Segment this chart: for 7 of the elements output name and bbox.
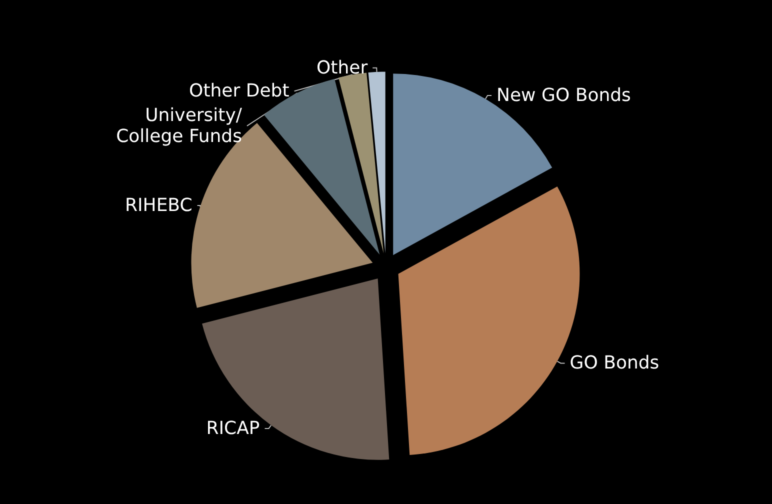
slice-label: GO Bonds <box>570 352 660 374</box>
slice-label: Other Debt <box>189 80 290 102</box>
slice-label: University/ College Funds <box>116 104 243 147</box>
slice-label: RICAP <box>206 418 260 439</box>
slice-label: RIHEBC <box>124 194 192 216</box>
slice-label: New GO Bonds <box>496 84 631 106</box>
slice-label: Other <box>316 57 368 78</box>
